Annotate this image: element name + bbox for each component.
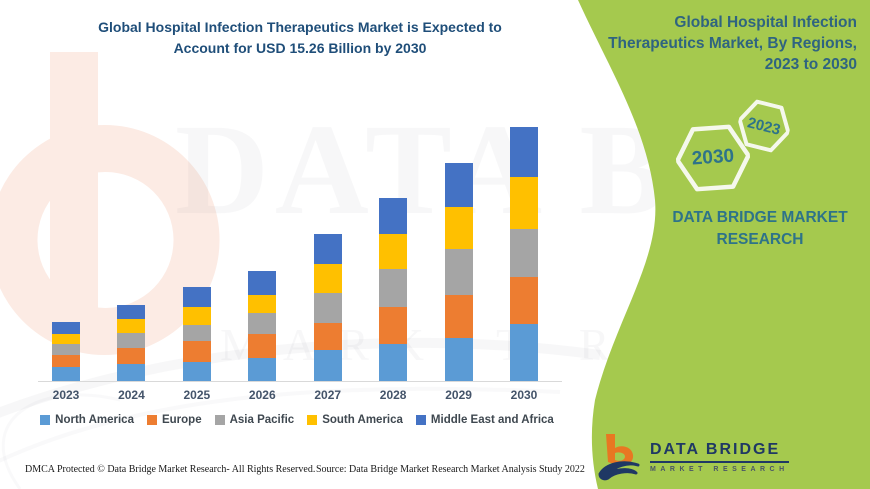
bar-2028-segment-north-america [379, 344, 408, 381]
bar-2029-segment-asia-pacific [444, 249, 473, 296]
bar-2023-segment-middle-east-and-africa [52, 322, 80, 334]
bar-2025 [182, 286, 211, 381]
legend-swatch-middle-east-and-africa [415, 415, 426, 425]
x-axis-label-2029: 2029 [445, 388, 472, 402]
bar-2024-segment-middle-east-and-africa [117, 305, 146, 320]
legend-item-south-america: South America [307, 414, 403, 426]
bar-2028-segment-asia-pacific [379, 269, 408, 308]
legend-swatch-south-america [307, 415, 318, 425]
source-footer-text: Source: Data Bridge Market Research Mark… [316, 464, 585, 475]
x-axis-label-2023: 2023 [52, 388, 80, 402]
bar-2030-segment-south-america [510, 177, 538, 230]
bar-2030-segment-asia-pacific [510, 229, 538, 278]
x-axis-label-2024: 2024 [118, 388, 145, 402]
x-axis-label-2027: 2027 [314, 388, 342, 402]
legend-label-north-america: North America [55, 414, 134, 426]
legend-label-middle-east-and-africa: Middle East and Africa [430, 414, 554, 426]
legend-item-asia-pacific: Asia Pacific [214, 414, 295, 426]
bar-2030 [510, 126, 538, 381]
bar-2026-segment-asia-pacific [248, 312, 277, 335]
bar-2025-segment-north-america [182, 362, 211, 381]
bar-2024-segment-asia-pacific [117, 332, 146, 348]
bar-2027-segment-asia-pacific [313, 293, 342, 323]
legend-swatch-north-america [40, 415, 51, 425]
bar-2024-segment-south-america [117, 319, 146, 333]
x-axis-label-2028: 2028 [379, 388, 407, 402]
bar-2023-segment-asia-pacific [52, 344, 80, 355]
bar-2026-segment-north-america [248, 358, 277, 381]
legend-label-asia-pacific: Asia Pacific [229, 414, 295, 426]
x-axis-label-2026: 2026 [248, 388, 276, 402]
bar-2027-segment-middle-east-and-africa [313, 233, 342, 265]
bar-2025-segment-asia-pacific [182, 325, 211, 342]
bar-2029 [444, 162, 473, 381]
bar-2024-segment-europe [117, 347, 146, 365]
green-side-panel [578, 0, 870, 489]
legend-label-south-america: South America [322, 414, 403, 426]
bar-2026-segment-europe [248, 334, 277, 359]
bar-2030-segment-europe [510, 277, 538, 325]
bar-2029-segment-europe [444, 295, 473, 338]
legend: North America Europe Asia Pacific South Ame… [28, 414, 566, 426]
bar-2026-segment-middle-east-and-africa [248, 271, 277, 295]
x-axis-label-2025: 2025 [183, 388, 211, 402]
legend-item-europe: Europe [146, 414, 202, 426]
bar-2025-segment-middle-east-and-africa [182, 286, 211, 307]
legend-label-europe: Europe [161, 414, 202, 426]
legend-item-north-america: North America [40, 414, 134, 426]
bar-2027-segment-south-america [313, 264, 342, 294]
chart-title-line1: Global Hospital Infection Therapeutics M… [98, 19, 502, 35]
bar-2023-segment-south-america [52, 333, 80, 345]
legend-item-middle-east-and-africa: Middle East and Africa [415, 414, 554, 426]
bar-2029-segment-north-america [444, 337, 473, 381]
bar-2030-segment-north-america [510, 324, 538, 381]
dmca-footer-text: DMCA Protected © Data Bridge Market Rese… [25, 464, 316, 475]
bar-2023 [52, 322, 80, 381]
legend-swatch-asia-pacific [214, 415, 225, 425]
legend-swatch-europe [146, 415, 157, 425]
bar-2028-segment-south-america [379, 233, 408, 270]
bar-2029-segment-south-america [444, 206, 473, 250]
bar-2028-segment-middle-east-and-africa [379, 197, 408, 234]
bar-2029-segment-middle-east-and-africa [444, 162, 473, 207]
bar-2025-segment-europe [182, 341, 211, 363]
bar-2024 [117, 305, 146, 381]
bar-2023-segment-north-america [52, 367, 80, 381]
bar-2028 [379, 197, 408, 381]
bar-2026-segment-south-america [248, 294, 277, 313]
bar-2024-segment-north-america [117, 364, 146, 381]
x-axis-label-2030: 2030 [510, 388, 538, 402]
bar-2025-segment-south-america [182, 306, 211, 326]
bar-2027 [313, 233, 342, 381]
chart-title: Global Hospital Infection Therapeutics M… [55, 17, 545, 59]
bar-2030-segment-middle-east-and-africa [510, 126, 538, 178]
chart-title-line2: Account for USD 15.26 Billion by 2030 [173, 40, 427, 56]
bar-2028-segment-europe [379, 307, 408, 344]
x-axis-line [38, 381, 562, 382]
bar-2027-segment-north-america [313, 350, 342, 381]
bar-2023-segment-europe [52, 355, 80, 367]
bar-2027-segment-europe [313, 322, 342, 350]
bar-2026 [248, 271, 277, 381]
